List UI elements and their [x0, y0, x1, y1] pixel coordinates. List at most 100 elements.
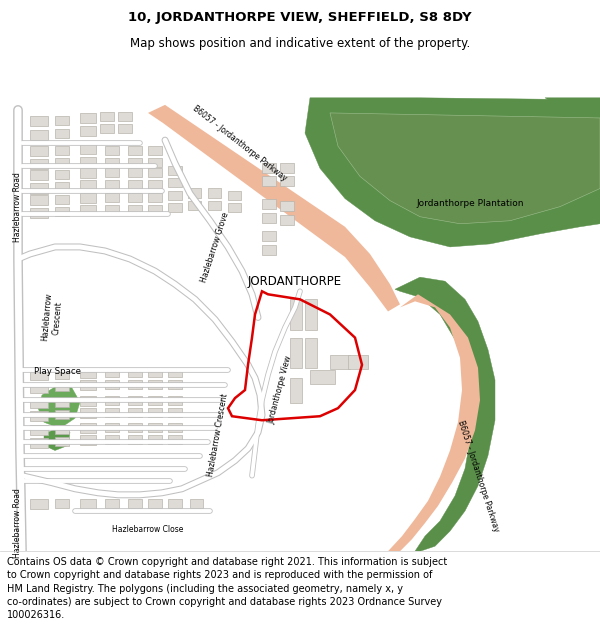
- Bar: [80, 408, 96, 418]
- Bar: [148, 499, 162, 508]
- Bar: [105, 181, 119, 189]
- Bar: [262, 199, 276, 209]
- Bar: [128, 436, 142, 444]
- Bar: [168, 202, 182, 212]
- Bar: [30, 194, 48, 204]
- Bar: [168, 396, 182, 405]
- Bar: [55, 116, 69, 125]
- Bar: [128, 181, 142, 189]
- Bar: [262, 245, 276, 255]
- Text: Hazlebarrow Crescent: Hazlebarrow Crescent: [206, 393, 230, 478]
- Bar: [148, 204, 162, 214]
- Bar: [148, 181, 162, 189]
- Bar: [262, 213, 276, 222]
- Bar: [105, 408, 119, 418]
- Bar: [148, 380, 162, 389]
- Bar: [128, 146, 142, 155]
- Text: B6057 - Jordanthorpe Parkway: B6057 - Jordanthorpe Parkway: [191, 104, 289, 182]
- Polygon shape: [148, 105, 400, 311]
- Bar: [168, 178, 182, 187]
- Bar: [80, 204, 96, 215]
- Bar: [30, 130, 48, 140]
- Bar: [105, 158, 119, 168]
- Bar: [348, 355, 368, 369]
- Bar: [30, 411, 48, 421]
- Bar: [128, 368, 142, 377]
- Text: Hazlebarrow Road: Hazlebarrow Road: [13, 172, 23, 242]
- Bar: [30, 208, 48, 217]
- Bar: [128, 204, 142, 214]
- Bar: [105, 168, 119, 177]
- Bar: [80, 499, 96, 509]
- Bar: [118, 112, 132, 121]
- Bar: [105, 499, 119, 508]
- Bar: [128, 408, 142, 418]
- Bar: [105, 204, 119, 214]
- Bar: [55, 425, 69, 434]
- Polygon shape: [330, 113, 600, 224]
- Bar: [30, 184, 48, 194]
- Bar: [30, 438, 48, 449]
- Bar: [55, 146, 69, 155]
- Text: Play Space: Play Space: [35, 368, 82, 376]
- Bar: [55, 207, 69, 216]
- Bar: [290, 378, 302, 403]
- Bar: [280, 163, 294, 173]
- Bar: [55, 398, 69, 407]
- Bar: [305, 299, 317, 329]
- Polygon shape: [38, 385, 80, 428]
- Text: Hazlebarrow Grove: Hazlebarrow Grove: [199, 211, 230, 283]
- Bar: [80, 158, 96, 168]
- Bar: [55, 370, 69, 379]
- Bar: [280, 215, 294, 225]
- Bar: [228, 202, 241, 212]
- Bar: [30, 398, 48, 408]
- Bar: [148, 158, 162, 168]
- Bar: [228, 191, 241, 199]
- Bar: [128, 168, 142, 177]
- Bar: [30, 171, 48, 181]
- Bar: [80, 396, 96, 406]
- Bar: [148, 423, 162, 432]
- Bar: [105, 368, 119, 377]
- Bar: [105, 423, 119, 432]
- Bar: [280, 201, 294, 211]
- Bar: [148, 396, 162, 405]
- Bar: [148, 368, 162, 377]
- Bar: [30, 146, 48, 156]
- Polygon shape: [388, 294, 480, 551]
- Bar: [168, 499, 182, 508]
- Text: Hazlebarrow Road: Hazlebarrow Road: [13, 488, 23, 558]
- Bar: [148, 436, 162, 444]
- Text: Hazlebarrow Close: Hazlebarrow Close: [112, 524, 184, 534]
- Polygon shape: [44, 426, 70, 451]
- Bar: [105, 380, 119, 389]
- Bar: [118, 124, 132, 133]
- Bar: [280, 176, 294, 186]
- Bar: [128, 380, 142, 389]
- Polygon shape: [305, 98, 600, 247]
- Bar: [30, 116, 48, 126]
- Bar: [128, 396, 142, 405]
- Bar: [80, 192, 96, 202]
- Text: 10, JORDANTHORPE VIEW, SHEFFIELD, S8 8DY: 10, JORDANTHORPE VIEW, SHEFFIELD, S8 8DY: [128, 11, 472, 24]
- Bar: [80, 168, 96, 178]
- Bar: [105, 436, 119, 444]
- Bar: [80, 436, 96, 446]
- Bar: [55, 129, 69, 138]
- Bar: [105, 396, 119, 405]
- Bar: [208, 189, 221, 198]
- Bar: [168, 436, 182, 444]
- Bar: [310, 370, 335, 384]
- Text: Contains OS data © Crown copyright and database right 2021. This information is : Contains OS data © Crown copyright and d…: [7, 557, 448, 620]
- Bar: [55, 382, 69, 391]
- Bar: [262, 231, 276, 241]
- Bar: [105, 192, 119, 202]
- Bar: [128, 423, 142, 432]
- Text: Map shows position and indicative extent of the property.: Map shows position and indicative extent…: [130, 37, 470, 49]
- Bar: [80, 423, 96, 433]
- Bar: [30, 159, 48, 169]
- Bar: [148, 146, 162, 155]
- Text: Jordanthorpe Plantation: Jordanthorpe Plantation: [416, 199, 524, 208]
- Bar: [80, 368, 96, 378]
